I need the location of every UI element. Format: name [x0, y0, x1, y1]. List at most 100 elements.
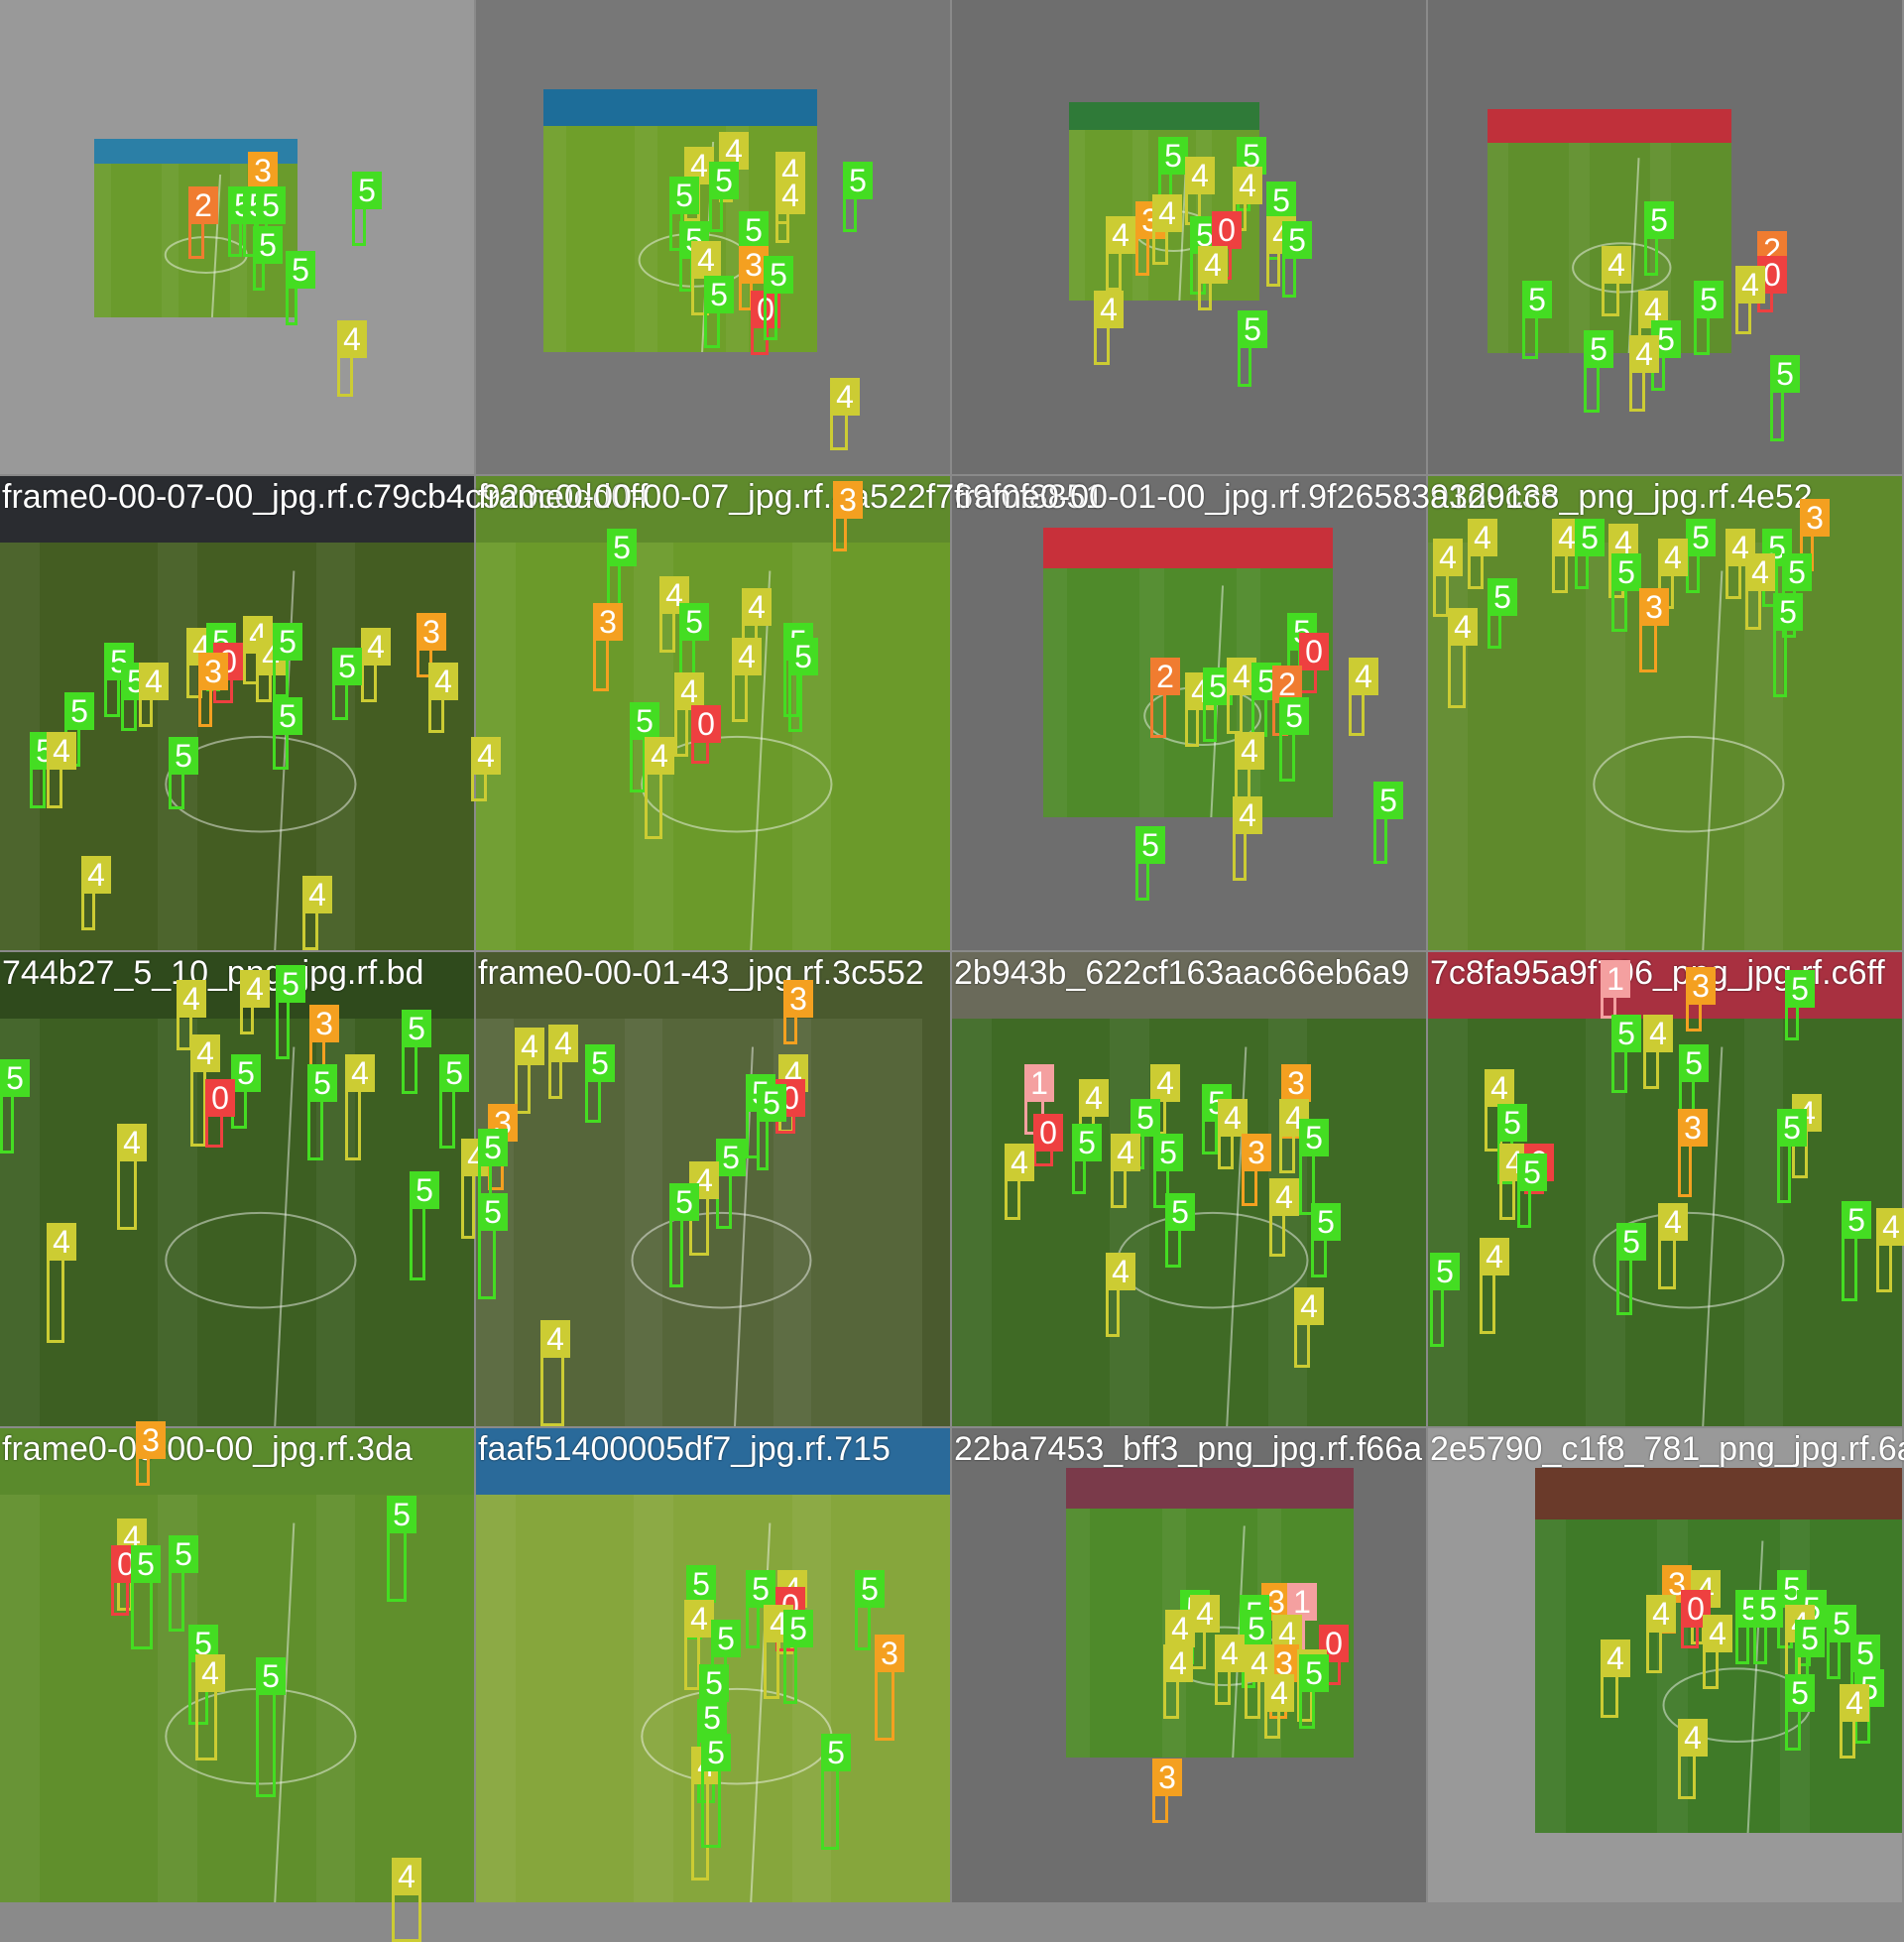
detection-box: 5 [1616, 1223, 1646, 1315]
detection-box: 5 [1785, 970, 1815, 1040]
class-label: 3 [875, 1635, 904, 1672]
pitch-lines [165, 1046, 357, 1426]
detection-box: 5 [1694, 281, 1724, 355]
detection-box: 5 [701, 1734, 731, 1848]
detection-box: 5 [585, 1044, 615, 1123]
detection-box: 3 [1242, 1134, 1271, 1206]
detection-box: 5 [273, 697, 302, 770]
detection-box: 4 [1215, 1635, 1245, 1705]
class-label: 5 [821, 1734, 851, 1771]
class-label: 5 [679, 603, 709, 641]
class-label: 5 [709, 162, 739, 199]
detection-box: 5 [757, 1084, 786, 1170]
class-label: 5 [704, 276, 734, 313]
tile-filename: frame0-00-01-00_jpg.rf.9f2658391d0c3c [954, 478, 1558, 516]
detection-box: 3 [1686, 967, 1716, 1032]
class-label: 2 [188, 186, 218, 224]
class-label: 3 [1281, 1064, 1311, 1102]
detection-box: 5 [1644, 201, 1674, 276]
class-label: 5 [352, 172, 382, 209]
class-label: 5 [686, 1565, 716, 1603]
class-label: 4 [1629, 335, 1659, 373]
detection-box: 5 [286, 251, 315, 325]
detection-box: 4 [645, 737, 674, 839]
detection-box: 4 [1349, 658, 1378, 736]
detection-box: 3 [309, 1005, 339, 1079]
class-label: 5 [630, 702, 659, 740]
class-label: 3 [1639, 588, 1669, 626]
detection-box: 4 [1163, 1644, 1193, 1719]
class-label: 4 [302, 876, 332, 913]
detection-box: 5 [104, 643, 134, 717]
class-label: 1 [1601, 960, 1630, 998]
tile-filename: a3291c8_png_jpg.rf.4e52 [1430, 478, 1813, 516]
class-label: 5 [1611, 1015, 1641, 1052]
detection-box: 4 [1094, 291, 1124, 365]
detection-box: 5 [1238, 310, 1267, 387]
detection-box: 5 [1282, 221, 1312, 298]
class-label: 5 [757, 1084, 786, 1122]
detection-box: 3 [1135, 201, 1165, 276]
class-label: 3 [783, 980, 813, 1018]
class-label: 4 [1094, 291, 1124, 328]
class-label: 4 [1703, 1615, 1732, 1652]
detection-box: 1 [1601, 960, 1630, 1019]
stadium-crowd [1428, 952, 1902, 1019]
detection-box: 5 [764, 256, 793, 340]
detection-box: 1 [1024, 1064, 1054, 1135]
class-label: 5 [256, 186, 286, 224]
class-label: 5 [1575, 519, 1605, 556]
detection-box: 4 [1745, 553, 1775, 630]
class-label: 5 [273, 623, 302, 661]
class-label: 5 [1266, 182, 1296, 219]
detection-box: 3 [1639, 588, 1669, 672]
class-label: 5 [1785, 970, 1815, 1008]
class-label: 4 [684, 1600, 714, 1638]
image-tile: 22ba7453_bff3_png_jpg.rf.f66a [952, 1428, 1426, 1902]
class-label: 5 [1694, 281, 1724, 318]
class-label: 4 [775, 177, 805, 214]
detection-box: 5 [387, 1496, 416, 1602]
class-label: 5 [1753, 1590, 1783, 1628]
detection-box: 3 [783, 980, 813, 1044]
detection-box: 5 [709, 162, 739, 232]
detection-box: 0 [205, 1079, 235, 1148]
detection-box: 5 [1202, 1084, 1232, 1154]
detection-box: 4 [1245, 1644, 1274, 1719]
detection-box: 4 [117, 1124, 147, 1230]
class-label: 5 [1686, 519, 1716, 556]
detection-box: 5 [0, 1059, 30, 1153]
detection-box: 5 [131, 1545, 161, 1649]
class-label: 4 [1111, 1134, 1140, 1171]
detection-box: 5 [1777, 1109, 1807, 1203]
class-label: 4 [830, 378, 860, 416]
detection-box: 0 [691, 705, 721, 764]
class-label: 5 [307, 1064, 337, 1102]
detection-box: 4 [1703, 1615, 1732, 1689]
class-label: 4 [732, 638, 762, 675]
detection-box: 0 [1033, 1114, 1063, 1166]
class-label: 4 [1269, 1178, 1299, 1216]
detection-box: 5 [30, 732, 60, 808]
pitch-lines [1117, 1046, 1309, 1426]
detection-box: 4 [1106, 216, 1135, 291]
class-label: 5 [669, 177, 699, 214]
class-label: 5 [1850, 1635, 1880, 1672]
detection-box: 5 [253, 226, 283, 291]
class-label: 4 [337, 320, 367, 358]
stadium-crowd [1535, 1468, 1902, 1519]
detection-box: 5 [352, 172, 382, 246]
detection-box: 4 [1233, 796, 1262, 881]
class-label: 4 [195, 1654, 225, 1692]
stadium-crowd [952, 952, 1426, 1019]
class-label: 4 [47, 1223, 76, 1261]
detection-box: 4 [1279, 1099, 1309, 1173]
detection-box: 5 [746, 1570, 775, 1648]
detection-box: 4 [1735, 266, 1765, 334]
class-label: 4 [471, 737, 501, 775]
detection-box: 4 [1658, 1203, 1688, 1289]
class-label: 5 [1279, 697, 1309, 735]
detection-box: 4 [1726, 529, 1755, 599]
detection-box: 3 [1678, 1109, 1708, 1197]
class-label: 4 [1233, 796, 1262, 834]
